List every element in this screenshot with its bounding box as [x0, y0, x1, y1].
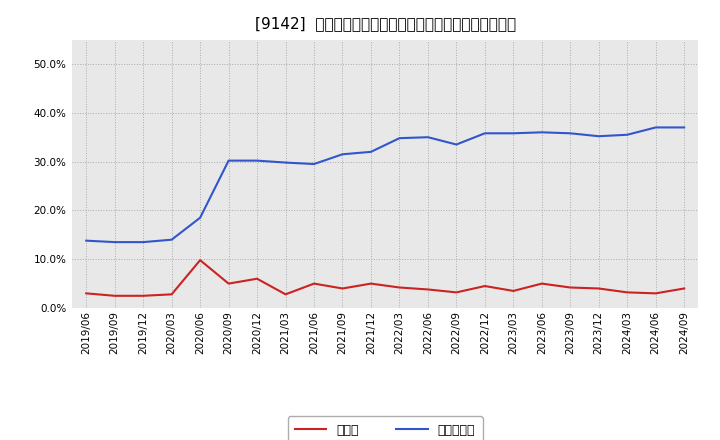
現須金: [82, 291, 91, 296]
現須金: [652, 291, 660, 296]
現須金: [595, 286, 603, 291]
有利子負債: [509, 131, 518, 136]
有利子負債: [595, 134, 603, 139]
有利子負債: [652, 125, 660, 130]
現須金: [395, 285, 404, 290]
現須金: [423, 287, 432, 292]
現須金: [509, 288, 518, 293]
有利子負債: [623, 132, 631, 137]
現須金: [566, 285, 575, 290]
有利子負債: [167, 237, 176, 242]
有利子負債: [110, 239, 119, 245]
現須金: [110, 293, 119, 298]
Title: [9142]  現預金、有利子負債の総資産に対する比率の推移: [9142] 現預金、有利子負債の総資産に対する比率の推移: [255, 16, 516, 32]
Legend: 現須金, 有利子負債: 現須金, 有利子負債: [288, 416, 482, 440]
現須金: [480, 283, 489, 289]
現須金: [282, 292, 290, 297]
現須金: [139, 293, 148, 298]
現須金: [167, 292, 176, 297]
有利子負債: [680, 125, 688, 130]
有利子負債: [225, 158, 233, 163]
有利子負債: [253, 158, 261, 163]
現須金: [338, 286, 347, 291]
有利子負債: [452, 142, 461, 147]
有利子負債: [282, 160, 290, 165]
現須金: [680, 286, 688, 291]
Line: 現須金: 現須金: [86, 260, 684, 296]
有利子負債: [366, 149, 375, 154]
有利子負債: [480, 131, 489, 136]
現須金: [537, 281, 546, 286]
有利子負債: [566, 131, 575, 136]
有利子負債: [537, 130, 546, 135]
現須金: [452, 290, 461, 295]
現須金: [366, 281, 375, 286]
現須金: [225, 281, 233, 286]
有利子負債: [338, 152, 347, 157]
有利子負債: [82, 238, 91, 243]
有利子負債: [395, 136, 404, 141]
有利子負債: [310, 161, 318, 167]
Line: 有利子負債: 有利子負債: [86, 128, 684, 242]
現須金: [623, 290, 631, 295]
有利子負債: [196, 215, 204, 220]
現須金: [310, 281, 318, 286]
現須金: [253, 276, 261, 281]
現須金: [196, 257, 204, 263]
有利子負債: [423, 135, 432, 140]
有利子負債: [139, 239, 148, 245]
